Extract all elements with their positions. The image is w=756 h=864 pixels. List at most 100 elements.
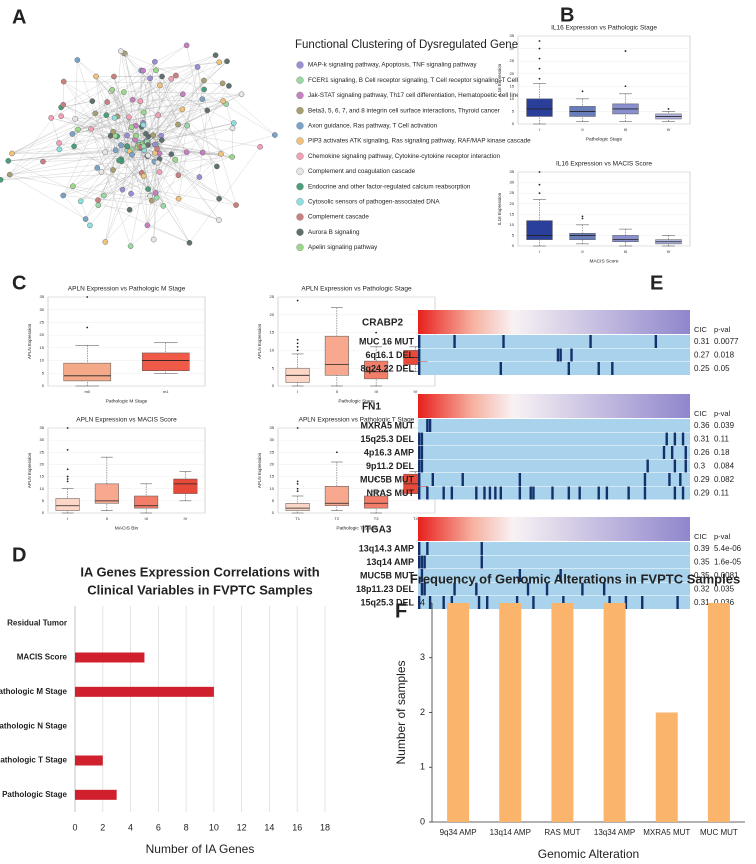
flier xyxy=(296,427,299,429)
p-value: 0.035 xyxy=(714,585,735,594)
alteration xyxy=(420,432,424,446)
legend-label: Beta3, 5, 6, 7, and 8 integrin cell surf… xyxy=(308,107,500,114)
p-value: 0.082 xyxy=(714,475,735,484)
x-tick-label: 16 xyxy=(292,822,302,832)
flier xyxy=(296,487,299,490)
edge xyxy=(197,66,275,136)
node xyxy=(172,156,179,163)
row-background xyxy=(418,348,690,362)
flier xyxy=(296,482,299,485)
node xyxy=(95,197,101,203)
edge xyxy=(73,70,157,147)
row-background xyxy=(418,362,690,375)
cic-value: 0.35 xyxy=(694,571,710,580)
y-tick-label: 25 xyxy=(510,58,515,63)
edge xyxy=(63,104,111,136)
alteration xyxy=(581,582,584,596)
node xyxy=(75,126,81,133)
alteration xyxy=(681,486,685,500)
y-tick-label: 10 xyxy=(510,222,515,227)
x-tick-label: MXRA5 MUT xyxy=(643,828,690,837)
row-background xyxy=(418,486,690,500)
edge xyxy=(105,152,187,243)
alteration xyxy=(418,542,421,555)
x-tick-label: II xyxy=(581,249,583,254)
edge xyxy=(105,189,123,242)
node xyxy=(129,96,136,103)
x-tick-label: I xyxy=(67,516,68,521)
y-tick-label: 25 xyxy=(270,294,275,299)
edge xyxy=(142,147,200,178)
edge xyxy=(141,145,203,153)
alteration xyxy=(665,432,668,446)
node xyxy=(144,222,151,229)
y-tick-label: Pathologic N Stage xyxy=(0,721,68,730)
node xyxy=(230,120,237,126)
row-background xyxy=(418,446,690,459)
edge xyxy=(132,99,159,116)
edge xyxy=(63,91,112,196)
node xyxy=(204,107,211,114)
edge xyxy=(72,186,152,201)
alteration xyxy=(499,362,502,375)
alteration xyxy=(450,596,454,609)
node xyxy=(175,121,181,128)
edge xyxy=(63,104,128,136)
y-axis-label: IL16 Expression xyxy=(497,192,502,225)
alteration xyxy=(673,486,677,500)
y-tick-label: 35 xyxy=(510,169,515,174)
edge xyxy=(153,101,224,136)
row-label: MUC5B MUT xyxy=(360,570,414,580)
node xyxy=(89,98,96,104)
alteration xyxy=(488,486,492,500)
p-value: 0.084 xyxy=(714,462,735,471)
chart-title: Clinical Variables in FVPTC Samples xyxy=(87,582,312,597)
alteration xyxy=(518,486,522,500)
node xyxy=(150,236,157,243)
legend-swatch xyxy=(296,243,304,252)
y-tick-label: 20 xyxy=(40,332,45,337)
node xyxy=(107,132,114,139)
box xyxy=(526,220,553,240)
node xyxy=(212,52,219,58)
edge xyxy=(120,51,137,136)
edge xyxy=(151,80,205,201)
x-tick-label: 2 xyxy=(100,822,105,832)
x-tick-label: II xyxy=(336,389,338,394)
x-tick-label: II xyxy=(581,127,583,132)
y-tick-label: 0 xyxy=(272,510,275,515)
chart-title: IA Genes Expression Correlations with xyxy=(80,564,319,579)
edge xyxy=(51,117,60,144)
edge xyxy=(161,76,203,153)
y-tick-label: 3 xyxy=(420,652,425,662)
edge xyxy=(147,156,164,206)
flier xyxy=(538,57,541,60)
edge xyxy=(110,55,216,92)
cic-value: 0.35 xyxy=(694,558,710,567)
legend-swatch xyxy=(296,122,304,130)
y-tick-label: 5 xyxy=(512,232,515,237)
alteration xyxy=(597,486,600,500)
p-value: 0.0081 xyxy=(714,571,739,580)
alteration xyxy=(477,596,481,609)
y-tick-label: 0 xyxy=(512,121,515,126)
edge xyxy=(101,171,219,221)
alteration xyxy=(559,348,562,362)
legend-swatch xyxy=(296,106,304,115)
edge xyxy=(63,195,164,207)
node xyxy=(143,130,149,137)
node xyxy=(157,82,163,89)
legend-swatch xyxy=(296,76,304,84)
legend-label: Complement and coagulation cascade xyxy=(308,168,416,175)
row-background xyxy=(418,419,690,432)
alteration xyxy=(418,459,421,473)
alteration xyxy=(643,473,647,486)
x-tick-label: II xyxy=(106,516,108,521)
alteration xyxy=(529,486,532,500)
legend-label: PIP3 activates ATK signaling, Ras signal… xyxy=(308,138,531,145)
legend-swatch xyxy=(296,213,304,221)
node xyxy=(56,140,62,146)
node xyxy=(233,202,239,208)
alteration xyxy=(679,473,682,486)
